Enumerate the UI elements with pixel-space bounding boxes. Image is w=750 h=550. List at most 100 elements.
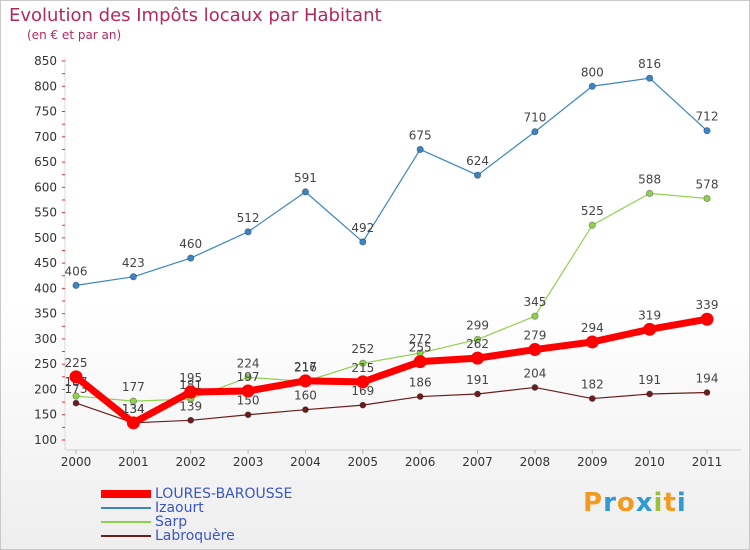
data-point-labroqu-re <box>646 390 654 398</box>
data-point-izaourt <box>646 74 654 82</box>
data-point-loures-barousse <box>643 322 657 336</box>
data-label-izaourt: 712 <box>696 110 719 124</box>
y-tick-label: 600 <box>34 180 57 194</box>
data-point-labroqu-re <box>531 384 539 391</box>
data-point-izaourt <box>187 254 195 262</box>
data-label-loures-barousse: 195 <box>179 371 202 385</box>
data-label-sarp: 216 <box>294 360 317 374</box>
data-label-izaourt: 512 <box>237 211 260 225</box>
data-point-izaourt <box>588 82 596 90</box>
y-tick-label: 150 <box>34 408 57 422</box>
data-label-loures-barousse: 134 <box>122 402 145 416</box>
series-line-izaourt <box>75 77 708 286</box>
legend-label: LOURES-BAROUSSE <box>155 486 293 502</box>
y-tick-label: 500 <box>34 231 57 245</box>
brand-letter: i <box>653 488 664 518</box>
x-tick-label: 2009 <box>577 455 608 469</box>
data-label-labroqu-re: 134 <box>122 402 145 416</box>
data-point-sarp <box>646 189 654 197</box>
data-label-labroqu-re: 194 <box>696 371 719 385</box>
data-point-izaourt <box>416 145 424 154</box>
data-point-loures-barousse <box>528 343 542 357</box>
legend-label: Labroquère <box>155 528 235 544</box>
data-label-sarp: 272 <box>409 332 432 346</box>
data-point-izaourt <box>72 281 80 289</box>
data-point-labroqu-re <box>244 411 252 419</box>
brand-letter: x <box>635 488 654 518</box>
data-label-labroqu-re: 150 <box>237 394 260 408</box>
data-point-loures-barousse <box>471 351 485 365</box>
brand-letter: i <box>676 488 687 518</box>
y-tick-label: 750 <box>34 105 57 119</box>
data-point-labroqu-re <box>474 390 481 398</box>
chart-subtitle: (en € et par an) <box>27 28 122 42</box>
legend-swatch <box>101 507 151 509</box>
data-label-sarp: 252 <box>351 342 374 356</box>
data-point-loures-barousse <box>126 416 140 430</box>
data-label-loures-barousse: 255 <box>409 341 432 355</box>
data-point-sarp <box>588 221 596 229</box>
data-point-loures-barousse <box>356 375 370 389</box>
y-tick-label: 550 <box>34 206 57 220</box>
x-tick-label: 2011 <box>692 455 723 469</box>
y-tick-label: 400 <box>34 281 57 295</box>
legend-label: Sarp <box>155 514 188 530</box>
data-label-sarp: 345 <box>523 295 546 309</box>
x-tick-label: 2002 <box>175 455 206 469</box>
x-tick-label: 2008 <box>520 455 551 469</box>
data-label-izaourt: 624 <box>466 154 489 168</box>
data-point-izaourt <box>244 228 252 236</box>
data-label-labroqu-re: 204 <box>523 366 546 380</box>
series-line-labroqu-re <box>75 386 708 424</box>
data-label-labroqu-re: 191 <box>638 373 661 387</box>
data-label-sarp: 224 <box>237 356 260 370</box>
x-tick-label: 2010 <box>634 455 665 469</box>
data-point-izaourt <box>703 127 711 135</box>
x-tick-label: 2001 <box>118 455 149 469</box>
x-tick-label: 2003 <box>233 455 264 469</box>
data-label-labroqu-re: 191 <box>466 373 489 387</box>
data-label-labroqu-re: 169 <box>351 384 374 398</box>
x-tick-label: 2007 <box>462 455 493 469</box>
data-label-labroqu-re: 160 <box>294 389 317 403</box>
data-point-labroqu-re <box>302 406 309 414</box>
data-label-izaourt: 492 <box>351 221 374 235</box>
data-point-izaourt <box>531 128 539 136</box>
data-label-loures-barousse: 279 <box>523 329 546 343</box>
y-tick-label: 200 <box>34 382 57 396</box>
data-label-sarp: 588 <box>638 172 661 186</box>
data-point-sarp <box>129 397 137 405</box>
data-label-loures-barousse: 215 <box>351 361 374 375</box>
data-label-labroqu-re: 139 <box>179 399 202 413</box>
data-point-labroqu-re <box>72 399 80 407</box>
brand-letter: r <box>603 488 617 518</box>
data-point-sarp <box>359 359 367 367</box>
data-label-labroqu-re: 186 <box>409 376 432 390</box>
brand-letter: o <box>616 488 636 518</box>
legend-label: Izaourt <box>155 500 204 516</box>
data-label-izaourt: 406 <box>65 264 88 278</box>
data-point-sarp <box>473 335 482 344</box>
data-point-sarp <box>531 312 539 320</box>
data-label-izaourt: 710 <box>523 111 546 125</box>
data-point-labroqu-re <box>588 395 596 402</box>
x-tick-label: 2004 <box>290 455 321 469</box>
x-tick-label: 2006 <box>405 455 436 469</box>
y-tick-label: 850 <box>34 54 57 68</box>
data-label-izaourt: 591 <box>294 171 317 185</box>
y-tick-label: 650 <box>34 155 57 169</box>
data-point-izaourt <box>301 188 310 196</box>
data-label-izaourt: 675 <box>409 128 432 142</box>
data-point-labroqu-re <box>703 389 711 396</box>
data-point-sarp <box>72 392 80 400</box>
data-label-izaourt: 460 <box>179 237 202 251</box>
data-point-loures-barousse <box>298 374 312 388</box>
data-label-loures-barousse: 262 <box>466 337 489 351</box>
data-label-loures-barousse: 339 <box>696 298 719 312</box>
data-label-sarp: 177 <box>122 380 145 394</box>
y-tick-label: 800 <box>34 79 57 93</box>
data-point-loures-barousse <box>585 335 599 349</box>
data-label-izaourt: 800 <box>581 65 604 79</box>
